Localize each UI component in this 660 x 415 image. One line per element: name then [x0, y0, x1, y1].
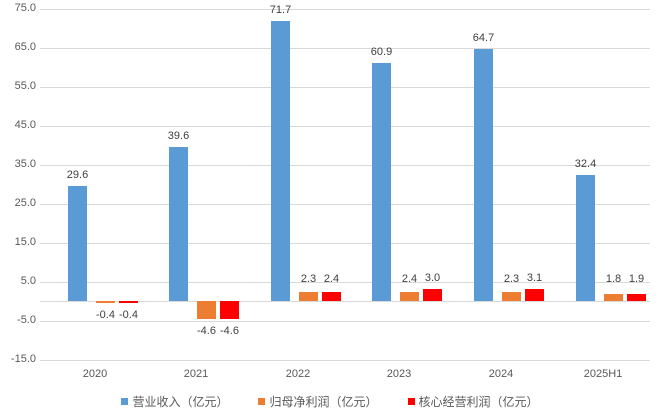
bar-2025H1-series-0: [576, 174, 595, 301]
gridline: [40, 165, 650, 166]
data-label: 60.9: [370, 46, 393, 59]
y-tick-label: 5.0: [20, 275, 36, 287]
y-tick-label: 45.0: [14, 119, 36, 131]
legend: 营业收入（亿元） 归母净利润（亿元） 核心经营利润（亿元）: [0, 393, 660, 410]
bar-2025H1-series-1: [604, 293, 623, 301]
bar-2024-series-1: [502, 292, 521, 301]
x-tick-label: 2024: [488, 368, 514, 380]
legend-swatch-icon: [121, 398, 129, 405]
legend-item: 营业收入（亿元）: [121, 393, 228, 410]
data-label: -0.4: [96, 309, 115, 321]
data-label: 71.7: [269, 4, 292, 17]
y-tick-label: 25.0: [14, 197, 36, 209]
data-label: 1.9: [628, 273, 645, 285]
bar-2020-series-1: [96, 301, 115, 303]
bar-2022-series-0: [271, 21, 290, 301]
bar-2022-series-1: [299, 292, 318, 301]
data-label: 2.3: [503, 273, 520, 285]
y-tick-label: 65.0: [14, 41, 36, 53]
y-tick-label: 75.0: [14, 2, 36, 14]
gridline: [40, 48, 650, 49]
data-label: 29.6: [66, 168, 89, 181]
bar-2021-series-1: [197, 301, 216, 319]
data-label: 32.4: [574, 157, 597, 170]
bar-2023-series-1: [400, 291, 419, 301]
bar-2021-series-2: [220, 301, 239, 319]
data-label: 2.4: [401, 273, 418, 285]
data-label: -4.6: [220, 324, 239, 337]
data-label: 3.0: [424, 272, 441, 285]
legend-label: 归母净利润（亿元）: [269, 395, 378, 409]
gridline: [40, 9, 650, 10]
y-tick-label: 15.0: [14, 236, 36, 248]
gridline: [40, 87, 650, 88]
bar-2020-series-0: [68, 185, 87, 301]
y-tick-label: 55.0: [14, 80, 36, 92]
bar-2025H1-series-2: [627, 293, 646, 301]
legend-item: 归母净利润（亿元）: [258, 393, 378, 410]
x-tick-label: 2020: [82, 368, 108, 380]
bar-2023-series-0: [372, 63, 391, 301]
gridline: [40, 243, 650, 244]
y-tick-label: -15.0: [10, 353, 36, 365]
bar-2024-series-0: [474, 48, 493, 301]
data-label: 64.7: [472, 31, 495, 44]
gridline: [40, 321, 650, 322]
x-tick-label: 2025H1: [583, 368, 623, 380]
gridline: [40, 204, 650, 205]
data-label: 2.4: [323, 273, 340, 285]
bar-2021-series-0: [169, 146, 188, 301]
data-label: 1.8: [605, 273, 622, 285]
legend-swatch-icon: [258, 398, 266, 405]
data-label: 39.6: [167, 129, 190, 142]
data-label: 2.3: [300, 273, 317, 285]
legend-item: 核心经营利润（亿元）: [407, 393, 539, 410]
gridline: [40, 126, 650, 127]
bar-2024-series-2: [525, 288, 544, 301]
gridline: [40, 282, 650, 283]
legend-label: 营业收入（亿元）: [132, 395, 229, 409]
x-tick-label: 2021: [183, 368, 209, 380]
bar-2020-series-2: [119, 301, 138, 303]
data-label: -0.4: [119, 309, 138, 321]
y-tick-label: -5.0: [17, 314, 36, 326]
y-tick-label: 35.0: [14, 158, 36, 170]
data-label: -4.6: [197, 324, 216, 337]
x-tick-label: 2023: [386, 368, 412, 380]
legend-swatch-icon: [407, 398, 415, 405]
bar-2022-series-2: [322, 291, 341, 301]
data-label: 3.1: [526, 271, 543, 284]
legend-label: 核心经营利润（亿元）: [418, 395, 539, 409]
zero-baseline: [40, 301, 650, 302]
gridline: [40, 360, 650, 361]
x-tick-label: 2022: [285, 368, 311, 380]
bar-2023-series-2: [423, 289, 442, 301]
